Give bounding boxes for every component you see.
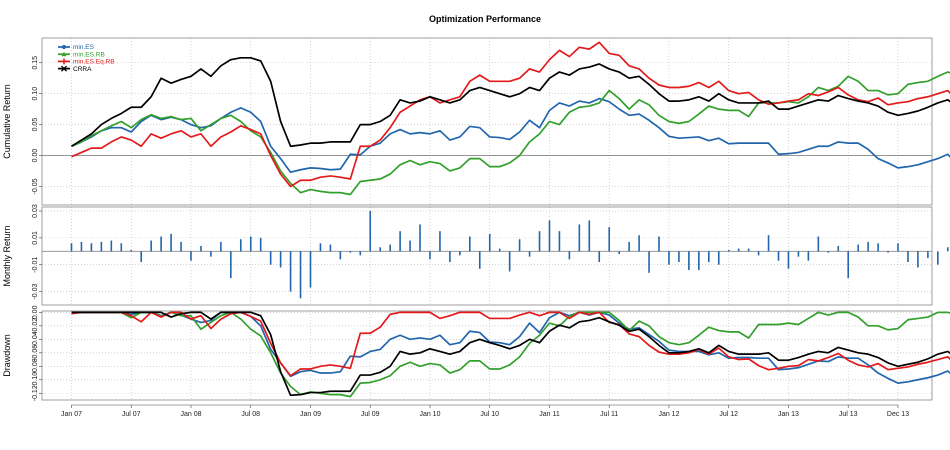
panel-monthly: -0.03 -0.01 0.01 0.03 Monthly Return (2, 204, 949, 306)
series-line-min-es-rb (71, 311, 950, 398)
legend-item: min.ES.RB (58, 51, 105, 58)
x-tick-label: Jul 13 (839, 411, 858, 418)
legend-item: CRRA (58, 65, 92, 73)
y-tick-label: -0.10 (32, 372, 39, 388)
series-line-crra (71, 56, 950, 148)
panel-cumulative: -0.05 0.00 0.05 0.10 0.15 Cumulative Return (2, 37, 950, 206)
x-tick-label: Jul 12 (719, 411, 738, 418)
x-tick-label: Jan 07 (61, 411, 82, 418)
x-tick-label: Jan 12 (658, 411, 679, 418)
y-tick-label: 0.15 (32, 56, 39, 70)
x-tick-label: Dec 13 (887, 411, 909, 418)
y-tick-label: 0.00 (32, 149, 39, 163)
x-tick-label: Jul 07 (122, 411, 141, 418)
y-tick-label: -0.02 (32, 318, 39, 334)
x-axis: Jan 07 Jul 07 Jan 08 Jul 08 Jan 09 Jul 09 Jan … (61, 404, 909, 418)
legend-item: min.ES.Eq.RB (58, 58, 115, 66)
x-tick-label: Jan 09 (300, 411, 321, 418)
y-tick-label: -0.12 (32, 385, 39, 401)
y-tick-label: -0.08 (32, 358, 39, 374)
panel-drawdown: -0.12-0.10-0.08-0.06-0.04-0.020.00 Drawdo… (2, 305, 950, 401)
legend-label: min.ES (73, 44, 95, 51)
y-tick-label: -0.06 (32, 345, 39, 361)
y-tick-label: 0.03 (32, 204, 39, 218)
y-tick-label: -0.05 (32, 178, 39, 194)
chart-title: Optimization Performance (429, 14, 541, 24)
panel-frame (41, 206, 933, 306)
legend-label: min.ES.Eq.RB (73, 59, 115, 66)
series-line-min-es-rb (71, 71, 950, 196)
x-tick-label: Jan 11 (539, 411, 560, 418)
y-tick-label: 0.10 (32, 87, 39, 101)
series-line-min-es-eq-rb (71, 41, 950, 188)
y-tick-label: 0.05 (32, 118, 39, 132)
y-axis-label: Drawdown (2, 334, 12, 377)
series-line-crra (71, 311, 950, 397)
x-tick-label: Jan 13 (778, 411, 799, 418)
x-tick-label: Jul 09 (361, 411, 380, 418)
y-tick-label: -0.01 (32, 257, 39, 273)
x-tick-label: Jan 08 (180, 411, 201, 418)
legend-item: min.ES (58, 44, 95, 51)
legend-label: min.ES.RB (73, 51, 105, 58)
x-tick-label: Jul 11 (600, 411, 618, 418)
legend-label: CRRA (73, 66, 92, 73)
legend-marker (62, 45, 66, 49)
x-tick-label: Jul 08 (241, 411, 260, 418)
y-tick-label: -0.04 (32, 331, 39, 347)
y-tick-label: -0.03 (32, 283, 39, 299)
panel-frame (41, 310, 933, 401)
legend-marker (61, 65, 67, 72)
panel-frame (41, 37, 933, 206)
legend-marker (61, 51, 67, 57)
y-axis-label: Cumulative Return (2, 84, 12, 159)
x-tick-label: Jul 10 (480, 411, 499, 418)
series-line-min-es-eq-rb (71, 311, 950, 377)
y-tick-label: 0.00 (32, 305, 39, 319)
y-tick-label: 0.01 (32, 231, 39, 245)
y-axis-label: Monthly Return (2, 225, 12, 286)
x-tick-label: Jan 10 (419, 411, 440, 418)
